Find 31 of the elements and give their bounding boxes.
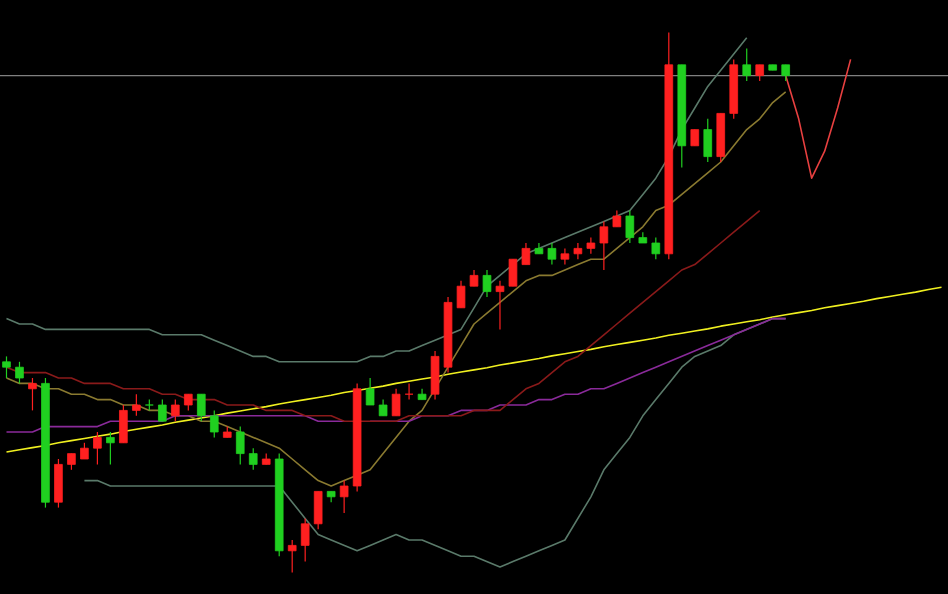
candlestick [599,220,609,271]
candlestick [54,458,63,509]
candlestick [119,404,128,444]
candlestick [547,242,557,266]
candlestick [132,393,141,417]
candlestick [391,388,401,417]
candlestick [171,399,180,422]
candlestick [196,393,206,422]
candlestick [651,236,661,260]
candlestick [313,490,323,530]
candlestick [339,480,349,514]
candlestick [15,361,24,384]
candlestick [300,517,310,563]
candlestick [365,377,375,406]
candlestick [287,539,297,573]
candlestick [742,47,752,82]
candlestick [93,431,102,465]
candlestick [716,112,726,163]
candlestick [625,209,635,244]
candlestick [560,247,570,266]
candlestick [482,269,492,298]
candlestick [573,242,583,260]
candlestick [235,426,245,465]
candlestick [209,409,219,438]
candlestick [28,377,37,411]
candlestick [158,399,167,422]
candlestick [248,447,258,471]
candlestick [106,431,115,465]
candlestick [586,236,596,255]
candlestick [2,355,11,379]
candlestick [703,118,713,163]
